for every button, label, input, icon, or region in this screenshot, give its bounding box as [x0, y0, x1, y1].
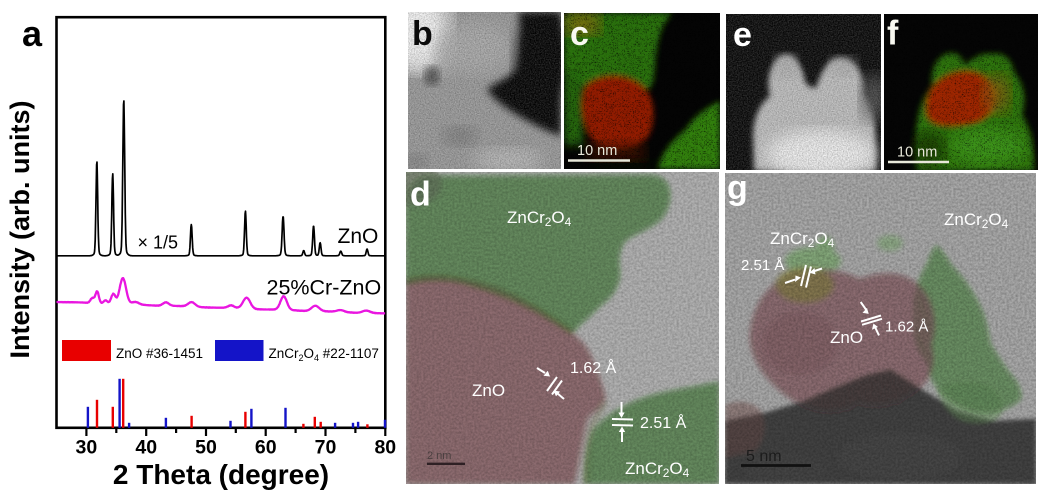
- svg-text:60: 60: [255, 437, 277, 459]
- svg-text:10 nm: 10 nm: [897, 145, 937, 161]
- svg-text:1.62 Å: 1.62 Å: [570, 358, 617, 377]
- svg-text:ZnCr2O4: ZnCr2O4: [944, 210, 1009, 231]
- svg-text:70: 70: [315, 437, 337, 459]
- svg-text:ZnO: ZnO: [472, 381, 505, 400]
- svg-text:10 nm: 10 nm: [577, 143, 617, 159]
- svg-text:25%Cr-ZnO: 25%Cr-ZnO: [267, 276, 382, 300]
- svg-text:2.51 Å: 2.51 Å: [640, 413, 687, 432]
- svg-text:f: f: [887, 15, 899, 53]
- svg-text:ZnO #36-1451: ZnO #36-1451: [116, 346, 203, 361]
- svg-text:d: d: [410, 175, 431, 213]
- svg-text:b: b: [412, 15, 433, 53]
- svg-text:ZnCr2O4: ZnCr2O4: [625, 459, 690, 480]
- svg-text:g: g: [727, 173, 748, 207]
- svg-text:× 1/5: × 1/5: [138, 233, 179, 253]
- svg-text:2 nm: 2 nm: [427, 450, 451, 462]
- svg-text:Intensity (arb. units): Intensity (arb. units): [5, 100, 35, 358]
- svg-text:2.51 Å: 2.51 Å: [741, 257, 784, 274]
- svg-text:ZnO: ZnO: [338, 225, 379, 248]
- svg-text:2 Theta (degree): 2 Theta (degree): [113, 459, 329, 490]
- svg-text:1.62 Å: 1.62 Å: [885, 318, 928, 335]
- svg-text:50: 50: [195, 437, 217, 459]
- svg-text:5 nm: 5 nm: [746, 448, 782, 465]
- svg-text:a: a: [22, 13, 43, 54]
- svg-text:40: 40: [135, 437, 157, 459]
- svg-text:c: c: [570, 15, 589, 53]
- svg-text:ZnCr2O4: ZnCr2O4: [770, 229, 835, 250]
- svg-text:ZnO: ZnO: [830, 328, 863, 347]
- svg-text:80: 80: [374, 437, 396, 459]
- svg-text:e: e: [733, 16, 752, 54]
- svg-text:30: 30: [76, 437, 98, 459]
- svg-text:ZnCr2O4 #22-1107: ZnCr2O4 #22-1107: [269, 346, 379, 363]
- svg-text:ZnCr2O4: ZnCr2O4: [507, 208, 572, 229]
